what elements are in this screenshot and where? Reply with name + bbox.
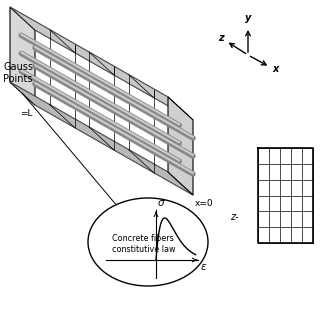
Text: Concrete fibers
constitutive law: Concrete fibers constitutive law xyxy=(112,234,175,254)
Text: =L: =L xyxy=(20,109,33,118)
Text: Gauss
Points: Gauss Points xyxy=(3,62,33,84)
Polygon shape xyxy=(10,7,193,120)
Text: z-: z- xyxy=(230,212,239,222)
Text: x=0: x=0 xyxy=(195,199,214,208)
Text: x: x xyxy=(273,64,279,74)
Polygon shape xyxy=(10,7,35,105)
Text: ε: ε xyxy=(201,262,207,272)
Text: z: z xyxy=(218,33,224,43)
Polygon shape xyxy=(10,82,193,195)
Text: σ: σ xyxy=(158,198,164,208)
Polygon shape xyxy=(168,97,193,195)
Text: y: y xyxy=(245,13,251,23)
Ellipse shape xyxy=(88,198,208,286)
